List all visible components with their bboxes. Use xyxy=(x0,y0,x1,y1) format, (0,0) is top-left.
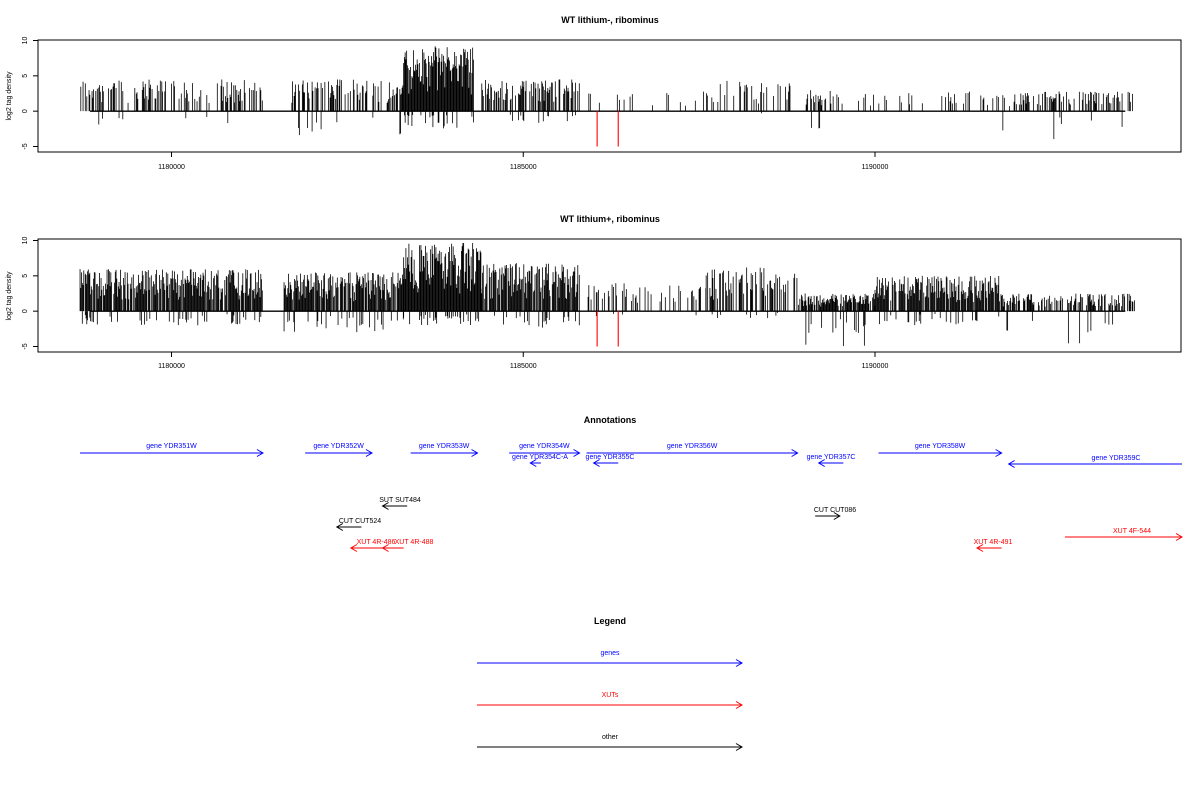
feature-label: XUT 4R-491 xyxy=(974,539,1013,546)
feature-label: XUT 4F-544 xyxy=(1113,528,1151,535)
y-tick-label: 5 xyxy=(22,74,29,78)
panel-title: WT lithium+, ribominus xyxy=(560,214,660,224)
feature-label: gene YDR358W xyxy=(915,443,966,450)
y-axis: -5 0 5 10 xyxy=(22,237,39,350)
other-feature: CUT CUT524 xyxy=(335,518,381,531)
y-tick-label: -5 xyxy=(22,343,29,349)
feature-label: SUT SUT484 xyxy=(379,497,421,504)
feature-label: gene YDR354W xyxy=(519,443,570,450)
panel-title: WT lithium-, ribominus xyxy=(561,15,659,25)
x-tick-label: 1180000 xyxy=(158,164,185,171)
y-tick-label: 10 xyxy=(22,237,29,245)
legend-title: Legend xyxy=(594,616,626,626)
annotation-features: gene YDR351W gene YDR352W gene YDR353W gene… xyxy=(80,443,1183,552)
legend: Legend genes XUTs other xyxy=(477,616,743,751)
other-feature: CUT CUT086 xyxy=(814,507,856,520)
feature-label: CUT CUT524 xyxy=(339,518,381,525)
density-panel-lithium-minus: WT lithium-, ribominus log2 tag density … xyxy=(6,15,1182,171)
legend-item: other xyxy=(477,734,743,751)
y-axis: -5 0 5 10 xyxy=(22,37,39,150)
xut-feature: XUT 4R-486 xyxy=(349,539,396,552)
feature-label: gene YDR354C-A xyxy=(512,454,568,461)
y-tick-label: -5 xyxy=(22,143,29,149)
other-feature: SUT SUT484 xyxy=(379,497,421,510)
gene-feature: gene YDR355C xyxy=(586,454,635,467)
feature-label: XUT 4R-488 xyxy=(395,539,434,546)
density-panel-lithium-plus: WT lithium+, ribominus log2 tag density … xyxy=(6,214,1182,370)
gene-feature: gene YDR359C xyxy=(1007,455,1182,468)
feature-label: gene YDR359C xyxy=(1092,455,1141,462)
density-bars xyxy=(80,46,1133,147)
x-tick-label: 1190000 xyxy=(862,164,889,171)
feature-label: gene YDR356W xyxy=(667,443,718,450)
gene-feature: gene YDR354W xyxy=(509,443,581,457)
gene-feature: gene YDR351W xyxy=(80,443,264,457)
feature-label: gene YDR352W xyxy=(313,443,364,450)
xut-feature: XUT 4R-491 xyxy=(974,539,1013,552)
y-axis-label: log2 tag density xyxy=(6,271,13,321)
gene-feature: gene YDR354C-A xyxy=(512,454,568,467)
legend-item-label: other xyxy=(602,734,619,741)
legend-items: genes XUTs other xyxy=(477,650,743,751)
legend-item-label: genes xyxy=(600,650,620,657)
density-bars xyxy=(79,242,1135,347)
y-tick-label: 0 xyxy=(22,109,29,113)
xut-feature: XUT 4R-488 xyxy=(381,539,434,552)
feature-label: CUT CUT086 xyxy=(814,507,856,514)
gene-feature: gene YDR358W xyxy=(878,443,1003,457)
feature-label: gene YDR351W xyxy=(146,443,197,450)
y-tick-label: 5 xyxy=(22,274,29,278)
gene-feature: gene YDR353W xyxy=(410,443,479,457)
y-axis-label: log2 tag density xyxy=(6,71,13,121)
feature-label: XUT 4R-486 xyxy=(357,539,396,546)
annotations-track: Annotations gene YDR351W gene YDR352W gene… xyxy=(80,415,1183,552)
gene-feature: gene YDR357C xyxy=(807,454,856,467)
x-tick-label: 1185000 xyxy=(510,363,537,370)
gene-feature: gene YDR352W xyxy=(305,443,373,457)
x-tick-label: 1180000 xyxy=(158,363,185,370)
annotations-title: Annotations xyxy=(584,415,637,425)
legend-item-label: XUTs xyxy=(602,692,619,699)
feature-label: gene YDR357C xyxy=(807,454,856,461)
plot-frame xyxy=(37,39,1182,153)
y-tick-label: 0 xyxy=(22,309,29,313)
gene-feature: gene YDR356W xyxy=(586,443,799,457)
x-tick-label: 1190000 xyxy=(862,363,889,370)
xut-feature: XUT 4F-544 xyxy=(1064,528,1183,541)
legend-item: XUTs xyxy=(477,692,743,709)
feature-label: gene YDR353W xyxy=(419,443,470,450)
feature-label: gene YDR355C xyxy=(586,454,635,461)
x-tick-label: 1185000 xyxy=(510,164,537,171)
legend-item: genes xyxy=(477,650,743,667)
y-tick-label: 10 xyxy=(22,37,29,45)
x-axis: 1180000 1185000 1190000 xyxy=(158,352,888,370)
x-axis: 1180000 1185000 1190000 xyxy=(158,152,888,171)
